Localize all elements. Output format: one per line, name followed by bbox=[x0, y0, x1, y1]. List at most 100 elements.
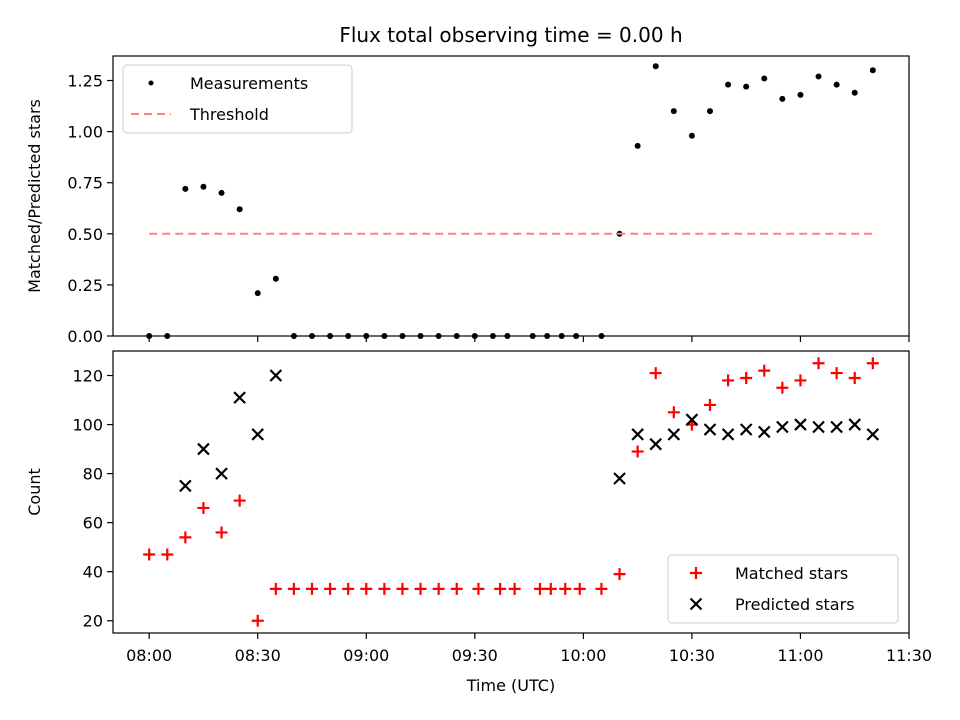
y-axis-label: Count bbox=[25, 468, 44, 516]
x-tick-label: 08:30 bbox=[235, 646, 281, 665]
top-panel: 0.00 0.25 0.50 0.75 1.00 1.25 Matched/Predicte… bbox=[25, 55, 910, 346]
legend-box bbox=[667, 554, 899, 624]
y-tick-label: 1.00 bbox=[67, 123, 103, 142]
measurement-point bbox=[725, 81, 732, 88]
y-tick-label: 0.25 bbox=[67, 276, 103, 295]
predicted-star-marker bbox=[631, 428, 644, 441]
matched-star-marker bbox=[722, 374, 735, 387]
x-tick-label: 11:00 bbox=[777, 646, 823, 665]
measurement-point bbox=[869, 67, 876, 74]
measurement-point bbox=[489, 333, 496, 339]
y-tick-label: 40 bbox=[83, 563, 103, 582]
predicted-star-marker bbox=[613, 472, 626, 485]
measurement-point bbox=[309, 333, 315, 339]
measurement-point bbox=[544, 333, 551, 339]
legend-label: Predicted stars bbox=[735, 595, 855, 614]
predicted-star-marker bbox=[251, 428, 265, 441]
predicted-star-marker bbox=[757, 425, 771, 439]
matched-star-marker bbox=[649, 367, 662, 380]
measurement-point bbox=[851, 89, 858, 96]
y-tick-label: 0.75 bbox=[67, 174, 103, 193]
matched-star-marker bbox=[233, 494, 246, 507]
matched-star-marker bbox=[559, 582, 572, 595]
legend-x-icon bbox=[689, 597, 703, 611]
y-tick-label: 80 bbox=[83, 465, 103, 484]
plot-frame bbox=[112, 55, 910, 337]
matched-star-marker bbox=[631, 445, 644, 458]
measurement-point bbox=[779, 95, 786, 102]
measurement-point bbox=[797, 91, 804, 98]
predicted-star-marker bbox=[739, 423, 753, 436]
y-tick-label: 100 bbox=[72, 416, 103, 435]
matched-star-marker bbox=[613, 568, 626, 581]
measurement-point bbox=[146, 333, 153, 339]
matched-star-marker bbox=[287, 582, 300, 595]
matched-star-marker bbox=[342, 582, 355, 595]
matched-star-marker bbox=[414, 582, 427, 595]
measurement-point bbox=[688, 132, 695, 139]
matched-star-marker bbox=[161, 548, 174, 561]
measurement-point bbox=[598, 333, 605, 339]
measurement-point bbox=[833, 81, 840, 88]
y-axis-label: Matched/Predicted stars bbox=[25, 99, 44, 293]
measurement-point bbox=[236, 206, 243, 213]
matched-star-marker bbox=[776, 381, 789, 394]
legend-label: Threshold bbox=[189, 105, 269, 124]
measurement-point bbox=[417, 333, 424, 339]
legend-dot-icon bbox=[148, 80, 154, 86]
measurement-point bbox=[435, 333, 442, 339]
plot-frame bbox=[112, 350, 910, 634]
x-axis-label: Time (UTC) bbox=[466, 676, 555, 695]
y-tick-label: 0.50 bbox=[67, 225, 103, 244]
measurement-point bbox=[381, 333, 388, 339]
matched-star-marker bbox=[848, 371, 861, 384]
matched-star-marker bbox=[378, 582, 391, 595]
measurement-point bbox=[504, 333, 511, 339]
measurement-point bbox=[652, 63, 659, 70]
x-tick-label: 09:00 bbox=[343, 646, 389, 665]
matched-star-marker bbox=[494, 582, 507, 595]
matched-star-marker bbox=[197, 501, 210, 514]
matched-star-marker bbox=[595, 582, 608, 595]
matched-star-marker bbox=[758, 364, 771, 377]
matched-star-marker bbox=[143, 548, 156, 561]
matched-star-marker bbox=[360, 582, 373, 595]
matched-star-marker bbox=[573, 582, 586, 595]
predicted-star-marker bbox=[812, 420, 825, 434]
predicted-star-marker bbox=[794, 418, 807, 431]
legend-plus-icon bbox=[690, 567, 702, 579]
matched-star-marker bbox=[830, 367, 843, 380]
predicted-star-marker bbox=[848, 418, 862, 431]
measurement-point bbox=[815, 73, 822, 80]
matched-star-marker bbox=[508, 582, 521, 595]
y-tick-label: 0.00 bbox=[67, 327, 103, 346]
predicted-star-marker bbox=[830, 420, 843, 434]
measurement-point bbox=[182, 185, 189, 192]
matched-star-marker bbox=[704, 398, 716, 411]
bottom-panel: 20 40 60 80 100 120 08:00 08:30 09:00 09:30 10:00 1… bbox=[25, 350, 932, 695]
measurement-point bbox=[471, 333, 478, 339]
legend-box bbox=[122, 64, 353, 134]
measurement-point bbox=[363, 333, 370, 339]
matched-star-marker bbox=[450, 582, 463, 595]
matched-star-marker bbox=[215, 526, 228, 539]
matched-star-marker bbox=[472, 582, 485, 595]
matched-star-marker bbox=[324, 582, 337, 595]
measurement-point bbox=[327, 333, 334, 339]
measurement-point bbox=[345, 333, 352, 339]
legend-label: Measurements bbox=[190, 74, 308, 93]
matched-star-marker bbox=[306, 582, 318, 595]
x-tick-label: 09:30 bbox=[452, 646, 498, 665]
matched-star-marker bbox=[533, 582, 546, 595]
matched-star-marker bbox=[396, 582, 409, 595]
predicted-star-marker bbox=[685, 413, 699, 426]
predicted-star-marker bbox=[721, 428, 735, 441]
predicted-star-marker bbox=[667, 428, 681, 441]
measurement-point bbox=[634, 142, 641, 149]
matched-star-marker bbox=[812, 357, 825, 370]
predicted-star-marker bbox=[649, 437, 663, 451]
matched-star-marker bbox=[544, 582, 557, 595]
measurement-point bbox=[761, 75, 768, 82]
y-tick-label: 20 bbox=[83, 612, 103, 631]
